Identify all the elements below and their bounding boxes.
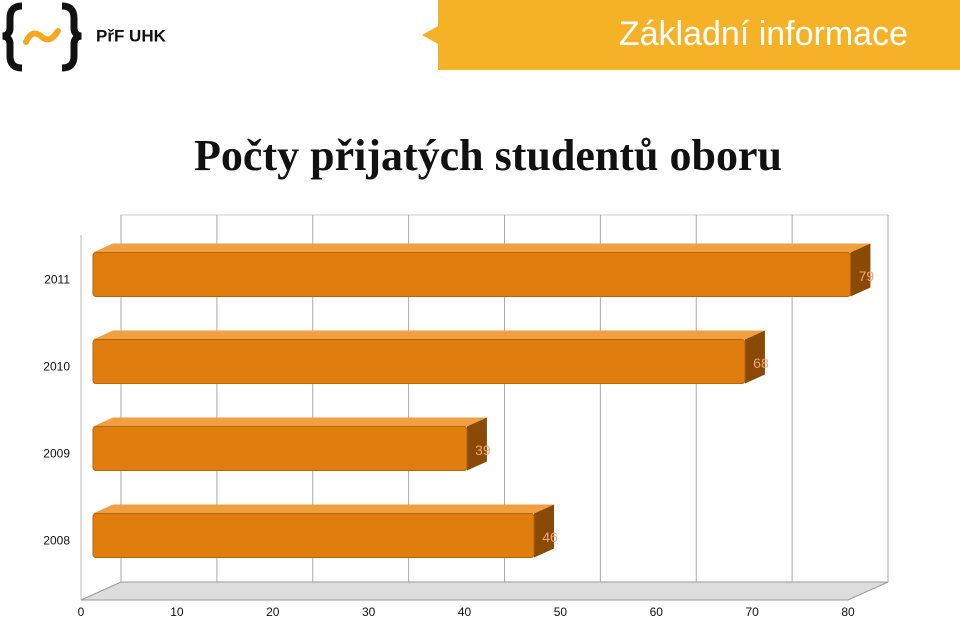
x-tick-label: 0 [78, 605, 85, 619]
bar-top [93, 417, 487, 427]
plot: 0 10 20 30 40 50 60 70 80 2011 79 2010 68 2009 39 2008 4… [43, 214, 889, 619]
value-label: 46 [542, 529, 558, 545]
bar-top [93, 504, 555, 514]
value-label: 79 [859, 268, 875, 284]
bar [92, 252, 851, 297]
y-tick-label: 2008 [43, 534, 70, 548]
bar-side [534, 504, 555, 558]
y-tick-label: 2011 [44, 273, 70, 287]
x-tick-label: 70 [745, 605, 759, 619]
x-tick-label: 50 [554, 605, 568, 619]
bar-top [93, 243, 871, 253]
chart-title: Počty přijatých studentů oboru [194, 131, 782, 180]
y-tick-label: 2009 [43, 447, 70, 461]
bar [92, 339, 746, 384]
bar-side [744, 330, 765, 384]
section-title: Základní informace [619, 15, 908, 53]
y-tick-label: 2010 [43, 360, 70, 374]
bar-top [93, 330, 765, 340]
value-label: 68 [753, 355, 769, 371]
value-label: 39 [475, 442, 491, 458]
bar-side [850, 243, 871, 297]
bar [92, 513, 535, 558]
bar [92, 426, 468, 471]
floor [80, 581, 889, 601]
x-tick-label: 10 [170, 605, 184, 619]
logo: PřF UHK [2, 2, 167, 72]
header-banner [422, 0, 960, 70]
x-tick-label: 80 [841, 605, 855, 619]
x-tick-label: 40 [458, 605, 472, 619]
logo-text: PřF UHK [96, 26, 167, 45]
x-tick-label: 60 [650, 605, 664, 619]
x-tick-label: 30 [362, 605, 376, 619]
bar-side [466, 417, 487, 471]
x-tick-label: 20 [266, 605, 280, 619]
